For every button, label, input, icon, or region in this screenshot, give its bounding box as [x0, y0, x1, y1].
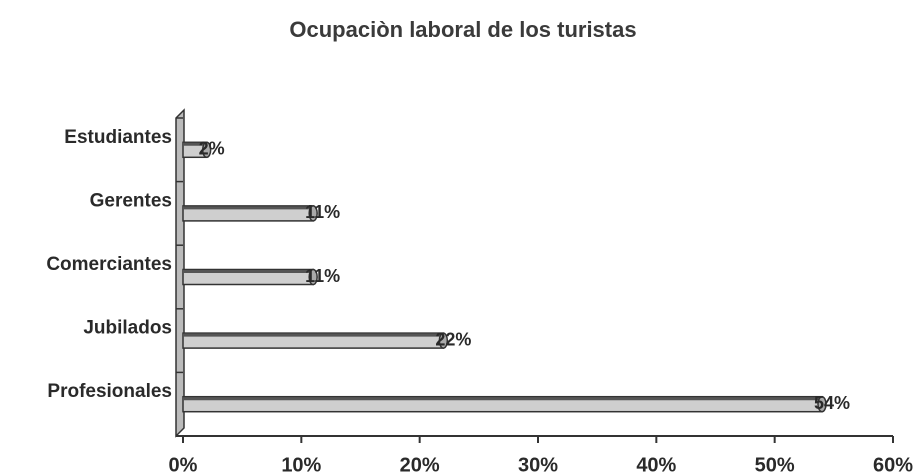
data-label: 22%	[435, 329, 471, 349]
bar-end	[817, 395, 827, 413]
x-tick-label: 20%	[400, 454, 440, 474]
y-tick-label: Jubilados	[83, 318, 172, 339]
y-tick-label: Profesionales	[47, 381, 172, 402]
y-tick-label: Comerciantes	[46, 254, 172, 275]
x-tick-label: 40%	[636, 454, 676, 474]
x-tick-label: 60%	[873, 454, 913, 474]
bar-end	[308, 205, 318, 222]
data-label: 2%	[199, 139, 225, 159]
bar-end	[438, 332, 449, 349]
axis-wall	[175, 108, 185, 438]
chart-title: Ocupaciòn laboral de los turistas	[289, 17, 636, 42]
data-label: 54%	[814, 393, 850, 413]
data-label: 11%	[305, 266, 340, 286]
bar-end	[201, 141, 212, 159]
y-tick-label: Gerentes	[90, 190, 172, 211]
data-label: 11%	[305, 202, 340, 222]
y-tick-label: Estudiantes	[64, 127, 172, 148]
x-tick-label: 30%	[518, 454, 558, 474]
x-tick-label: 10%	[281, 454, 321, 474]
bar-end	[308, 268, 318, 286]
x-tick-label: 50%	[755, 454, 795, 474]
x-tick-label: 0%	[169, 454, 198, 474]
